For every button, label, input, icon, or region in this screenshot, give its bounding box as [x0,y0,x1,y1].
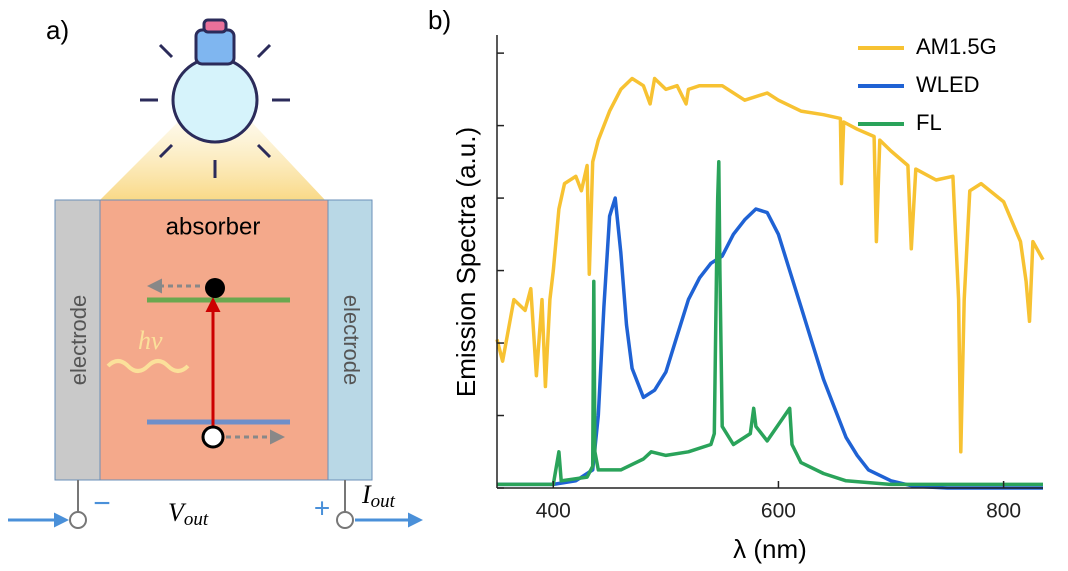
minus-sign: − [93,487,111,520]
electrode-label: electrode [339,295,364,386]
photon-wave [106,359,190,373]
light-cone [100,115,325,200]
legend-label: AM1.5G [916,34,997,59]
series-line [497,160,1043,487]
x-tick-label: 400 [536,500,571,523]
current-label: Iout [361,480,396,512]
x-tick-label: 600 [761,500,796,523]
voltage-symbol: V [168,498,187,527]
hole [201,425,225,449]
legend-label: FL [916,110,942,135]
wires [69,480,354,529]
electrode-left [54,199,101,481]
voltage-label: Vout [168,498,209,530]
panel-label: b) [428,5,451,35]
voltage-subscript: out [184,509,209,530]
y-axis-label: Emission Spectra (a.u.) [451,127,481,397]
photon-label: hν [138,326,163,355]
bulb [140,18,290,178]
panel-label: a) [46,15,69,45]
electron [205,278,225,298]
chart: b) Emission Spectra (a.u.) λ (nm) 400 600… [428,5,1045,564]
series-line [495,76,1045,454]
legend-label: WLED [916,72,980,97]
current-symbol: I [361,480,372,509]
x-axis-label: λ (nm) [733,534,807,564]
x-tick-label: 800 [986,500,1021,523]
diagram: a) absorber electrode electrode hν [8,15,423,530]
plus-sign: + [314,492,330,523]
current-subscript: out [371,491,396,512]
absorber-label: absorber [166,213,261,240]
electrode-label: electrode [66,295,91,386]
electrode-right [327,199,373,481]
